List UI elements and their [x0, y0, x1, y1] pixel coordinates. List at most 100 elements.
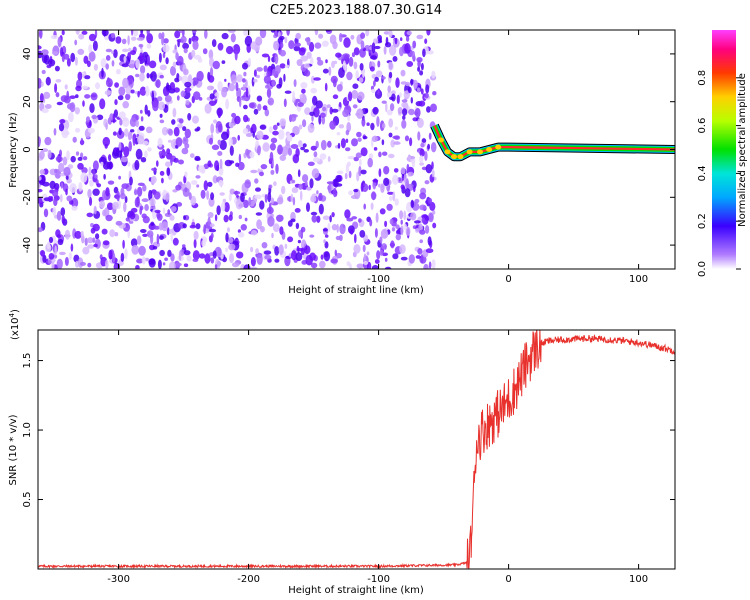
spectrum-noise-blob	[130, 30, 134, 36]
spectrum-noise-blob	[148, 258, 156, 268]
spectrum-noise-blob	[420, 142, 425, 148]
spectrum-noise-blob	[48, 59, 56, 67]
spectrum-noise-blob	[304, 69, 311, 77]
spectrum-noise-blob	[116, 190, 120, 202]
spectrum-noise-blob	[255, 212, 263, 216]
spectrum-noise-blob	[286, 30, 290, 36]
spectrum-noise-blob	[70, 155, 76, 163]
spectrum-noise-blob	[58, 162, 65, 173]
spectrum-noise-blob	[314, 30, 319, 36]
spectrum-noise-blob	[383, 46, 387, 55]
spectrum-noise-blob	[132, 30, 139, 37]
spectrum-noise-blob	[332, 78, 337, 88]
spectrum-noise-blob	[300, 146, 305, 151]
spectrum-noise-blob	[120, 156, 128, 163]
spectrum-noise-blob	[354, 233, 357, 244]
spectrum-noise-blob	[105, 122, 108, 130]
spectrum-noise-blob	[371, 88, 376, 94]
spectrum-noise-blob	[105, 78, 113, 88]
spectrum-noise-blob	[419, 155, 424, 163]
spectrum-noise-blob	[158, 52, 162, 63]
spectrum-noise-blob	[237, 161, 245, 171]
spectrum-noise-blob	[259, 124, 267, 130]
spectrum-noise-blob	[415, 255, 421, 259]
spectrum-noise-blob	[61, 215, 65, 225]
spectrum-noise-blob	[122, 239, 125, 249]
spectrum-noise-blob	[41, 49, 49, 56]
spectrum-noise-blob	[59, 251, 66, 256]
spectrum-noise-blob	[402, 115, 406, 120]
spectrum-noise-blob	[122, 77, 129, 89]
spectrum-noise-blob	[363, 261, 369, 265]
spectrum-noise-blob	[300, 55, 309, 62]
spectrum-noise-blob	[212, 60, 220, 70]
spectrum-noise-blob	[267, 55, 271, 63]
spectrum-noise-blob	[236, 74, 243, 83]
spectrum-noise-blob	[432, 91, 437, 96]
spectrum-noise-blob	[146, 230, 154, 238]
spectrum-noise-blob	[194, 155, 201, 161]
spectrum-noise-blob	[299, 190, 303, 201]
spectrum-noise-blob	[388, 61, 393, 70]
spectrum-noise-blob	[148, 60, 157, 69]
spectrum-noise-blob	[60, 207, 66, 217]
spectrum-noise-blob	[279, 154, 287, 161]
spectrum-noise-blob	[405, 35, 410, 42]
spectrum-noise-blob	[214, 264, 218, 269]
spectrum-noise-blob	[375, 212, 379, 223]
spectrum-noise-blob	[388, 45, 397, 56]
spectrum-noise-blob	[349, 263, 352, 269]
spectrum-noise-blob	[125, 85, 132, 95]
spectrum-noise-blob	[360, 182, 364, 193]
spectrum-noise-blob	[93, 63, 98, 71]
spectrum-noise-blob	[137, 135, 145, 145]
spectrum-noise-blob	[146, 72, 150, 79]
spectrum-noise-blob	[141, 213, 147, 219]
spectrum-noise-blob	[255, 248, 259, 255]
spectrum-noise-blob	[300, 247, 305, 256]
spectrum-noise-blob	[272, 124, 278, 131]
carrier-track-node	[466, 149, 473, 155]
spectrum-noise-blob	[399, 244, 406, 254]
spectrum-noise-blob	[89, 179, 94, 187]
spectrum-noise-blob	[111, 32, 116, 39]
spectrum-noise-blob	[421, 214, 428, 219]
spectrum-noise-blob	[358, 165, 362, 177]
spectrum-noise-blob	[311, 168, 320, 179]
spectrum-noise-blob	[162, 262, 166, 266]
spectrum-noise-blob	[53, 197, 58, 207]
spectrum-noise-blob	[187, 113, 192, 121]
spectrum-noise-blob	[248, 197, 252, 206]
spectrum-noise-blob	[196, 126, 201, 131]
spectrum-noise-blob	[115, 220, 123, 226]
spectrum-noise-blob	[254, 178, 259, 184]
spectrum-noise-blob	[428, 213, 434, 221]
spectrum-noise-blob	[228, 193, 232, 202]
spectrum-noise-blob	[299, 94, 304, 99]
spectrum-noise-blob	[112, 252, 116, 263]
spectrum-noise-blob	[371, 191, 377, 201]
spectrum-noise-blob	[210, 192, 215, 201]
spectrum-noise-blob	[70, 52, 76, 63]
spectrum-noise-blob	[387, 85, 392, 93]
spectrum-noise-blob	[127, 35, 130, 46]
spectrum-noise-blob	[254, 194, 262, 200]
spectrum-noise-blob	[175, 137, 183, 147]
spectrum-noise-blob	[383, 177, 390, 187]
spectrum-noise-blob	[293, 42, 301, 47]
spectrum-noise-blob	[253, 78, 258, 83]
spectrum-noise-blob	[270, 30, 276, 33]
spectrum-noise-blob	[162, 207, 166, 214]
spectrum-noise-blob	[395, 224, 400, 229]
spectrum-noise-blob	[159, 119, 165, 124]
spectrum-noise-blob	[429, 201, 436, 211]
spectrum-noise-blob	[50, 34, 58, 40]
spectrum-noise-blob	[93, 205, 97, 215]
spectrum-noise-blob	[367, 157, 374, 168]
spectrum-noise-blob	[376, 116, 380, 127]
spectrum-noise-blob	[112, 113, 116, 124]
spectrum-noise-blob	[400, 69, 406, 77]
spectrum-noise-blob	[274, 246, 280, 256]
spectrum-noise-blob	[351, 138, 358, 147]
spectrum-noise-blob	[151, 175, 157, 184]
